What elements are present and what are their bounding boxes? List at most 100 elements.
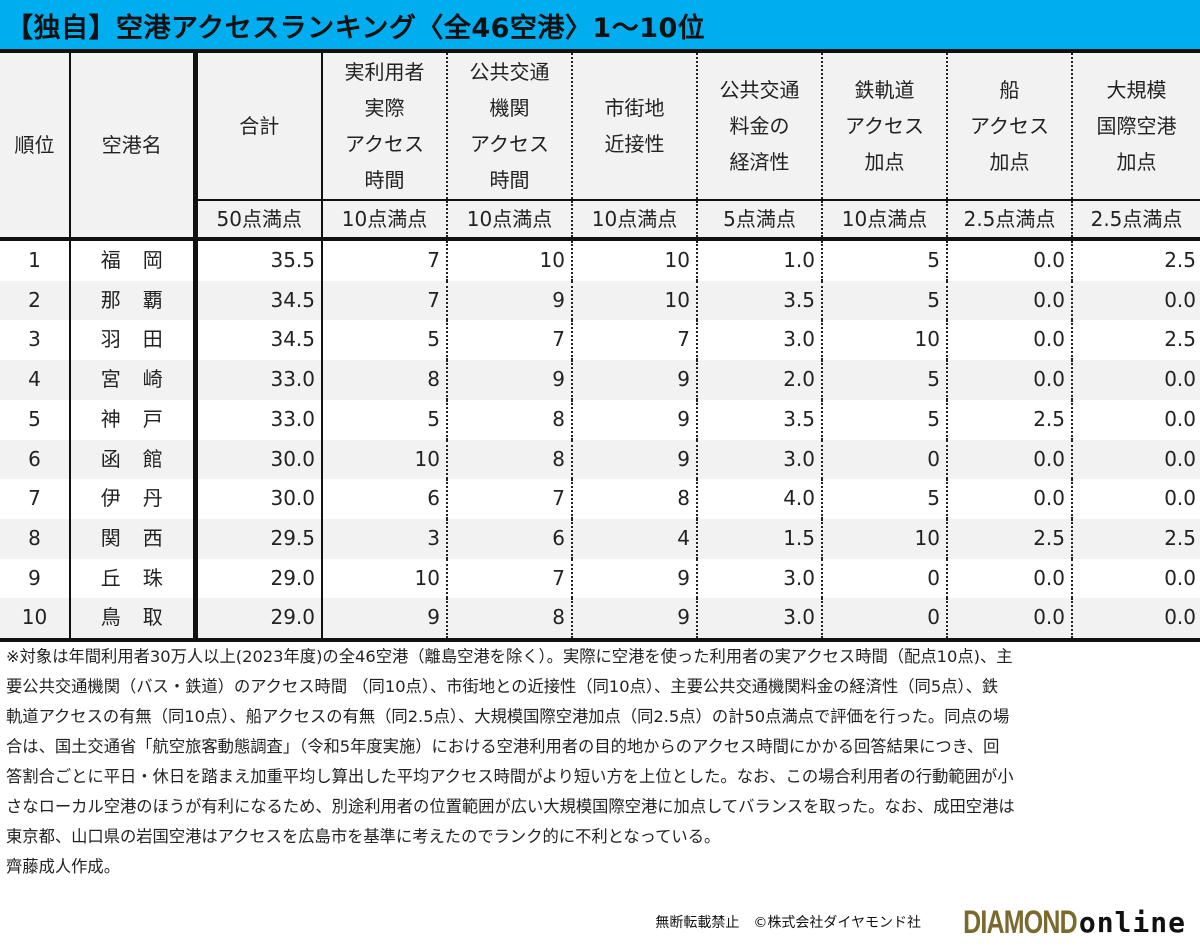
cell-intl_bonus: 2.5 [1072,518,1200,559]
cell-proximity: 9 [572,598,698,643]
cell-rail_bonus: 10 [822,518,948,559]
header-ship_bonus: 船アクセス 加点 [947,53,1073,201]
table-row: 6 函館 30.0 10 8 9 3.0 0 0.0 0.0 [0,439,1200,480]
cell-actual_access: 7 [322,239,448,281]
cell-proximity: 7 [572,320,698,361]
note-line: 齊藤成人作成。 [6,857,120,876]
cell-fare_economy: 3.0 [697,598,823,643]
cell-rail_bonus: 5 [822,280,948,321]
cell-proximity: 8 [572,479,698,519]
cell-total: 30.0 [195,439,323,480]
cell-public_access: 6 [447,518,573,559]
cell-actual_access: 5 [322,320,448,361]
table-row: 10 鳥取 29.0 9 8 9 3.0 0 0.0 0.0 [0,598,1200,643]
cell-fare_economy: 3.5 [697,399,823,440]
cell-intl_bonus: 2.5 [1072,239,1200,281]
cell-intl_bonus: 0.0 [1072,399,1200,440]
header-actual_access: 実利用者 実際 アクセス 時間 [322,53,448,201]
cell-public_access: 7 [447,320,573,361]
cell-proximity: 9 [572,360,698,400]
cell-rank: 9 [0,558,71,599]
cell-ship_bonus: 2.5 [947,518,1073,559]
header-proximity: 市街地 近接性 [572,53,698,201]
cell-fare_economy: 1.5 [697,518,823,559]
cell-total: 29.0 [195,598,323,643]
cell-total: 34.5 [195,320,323,361]
cell-proximity: 10 [572,239,698,281]
table-row: 9 丘珠 29.0 10 7 9 3.0 0 0.0 0.0 [0,558,1200,599]
header-intl_bonus: 大規模 国際空港 加点 [1072,53,1200,201]
copyright-text: 無断転載禁止 ©株式会社ダイヤモンド社 [655,915,921,931]
max-score-actual_access: 10点満点 [322,200,448,239]
cell-rail_bonus: 0 [822,598,948,643]
cell-actual_access: 8 [322,360,448,400]
header-total: 合計 [195,53,323,201]
ranking-table: 順位 空港名 合計 実利用者 実際 アクセス 時間 公共交通 機関 アクセス 時間 市街地 近接性 公共交… [0,53,1200,643]
footer: 無断転載禁止 ©株式会社ダイヤモンド社 DIAMOND online [655,904,1186,940]
note-line: 東京都、山口県の岩国空港はアクセスを広島市を基準に考えたのでランク的に不利となっ… [6,827,721,846]
cell-ship_bonus: 0.0 [947,280,1073,321]
header-rank: 順位 [0,53,71,241]
cell-rail_bonus: 5 [822,479,948,519]
cell-name: 宮崎 [70,360,198,400]
cell-rank: 5 [0,399,71,440]
cell-name: 丘珠 [70,558,198,599]
title-bar: 【独自】空港アクセスランキング〈全46空港〉1〜10位 [0,0,1200,53]
note-line: 答割合ごとに平日・休日を踏まえ加重平均し算出した平均アクセス時間がより短い方を上… [6,767,1014,786]
header-fare_economy: 公共交通 料金の 経済性 [697,53,823,201]
cell-proximity: 9 [572,399,698,440]
cell-name: 福岡 [70,239,198,281]
cell-name: 那覇 [70,280,198,321]
cell-fare_economy: 3.5 [697,280,823,321]
cell-public_access: 10 [447,239,573,281]
cell-total: 34.5 [195,280,323,321]
cell-rank: 3 [0,320,71,361]
online-logo-text: online [1078,905,1186,939]
cell-proximity: 9 [572,439,698,480]
cell-ship_bonus: 0.0 [947,360,1073,400]
table-row: 8 関西 29.5 3 6 4 1.5 10 2.5 2.5 [0,518,1200,559]
cell-rank: 1 [0,239,71,281]
cell-rank: 4 [0,360,71,400]
max-score-public_access: 10点満点 [447,200,573,239]
cell-total: 35.5 [195,239,323,281]
note-line: 合は、国土交通省「航空旅客動態調査」（令和5年度実施）における空港利用者の目的地… [6,737,1000,756]
cell-intl_bonus: 0.0 [1072,280,1200,321]
table-row: 1 福岡 35.5 7 10 10 1.0 5 0.0 2.5 [0,239,1200,281]
header-rail_bonus: 鉄軌道 アクセス 加点 [822,53,948,201]
cell-proximity: 9 [572,558,698,599]
cell-public_access: 8 [447,598,573,643]
max-score-fare_economy: 5点満点 [697,200,823,239]
cell-fare_economy: 3.0 [697,439,823,480]
cell-total: 33.0 [195,360,323,400]
max-score-proximity: 10点満点 [572,200,698,239]
cell-public_access: 7 [447,479,573,519]
cell-intl_bonus: 0.0 [1072,439,1200,480]
cell-name: 函館 [70,439,198,480]
cell-ship_bonus: 0.0 [947,320,1073,361]
cell-actual_access: 10 [322,558,448,599]
cell-ship_bonus: 0.0 [947,558,1073,599]
cell-fare_economy: 3.0 [697,320,823,361]
cell-fare_economy: 1.0 [697,239,823,281]
cell-ship_bonus: 2.5 [947,399,1073,440]
cell-fare_economy: 3.0 [697,558,823,599]
cell-total: 29.5 [195,518,323,559]
cell-actual_access: 5 [322,399,448,440]
table-row: 2 那覇 34.5 7 9 10 3.5 5 0.0 0.0 [0,280,1200,321]
cell-rank: 6 [0,439,71,480]
note-line: ※対象は年間利用者30万人以上(2023年度)の全46空港（離島空港を除く）。実… [6,647,1013,666]
methodology-note: ※対象は年間利用者30万人以上(2023年度)の全46空港（離島空港を除く）。実… [6,642,1196,882]
cell-intl_bonus: 2.5 [1072,320,1200,361]
cell-intl_bonus: 0.0 [1072,479,1200,519]
cell-name: 伊丹 [70,479,198,519]
cell-actual_access: 7 [322,280,448,321]
table-row: 4 宮崎 33.0 8 9 9 2.0 5 0.0 0.0 [0,360,1200,400]
cell-rail_bonus: 0 [822,558,948,599]
max-score-rail_bonus: 10点満点 [822,200,948,239]
cell-ship_bonus: 0.0 [947,439,1073,480]
cell-total: 30.0 [195,479,323,519]
cell-actual_access: 10 [322,439,448,480]
cell-public_access: 9 [447,360,573,400]
max-score-intl_bonus: 2.5点満点 [1072,200,1200,239]
